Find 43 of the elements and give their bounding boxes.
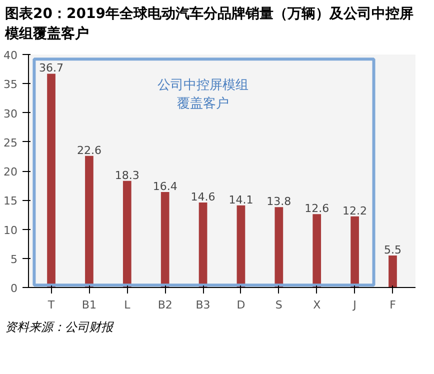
- x-tick-label: F: [390, 298, 396, 312]
- x-tick-label: T: [46, 298, 55, 312]
- x-tick-label: D: [236, 298, 246, 312]
- x-tick-label: B3: [196, 298, 210, 312]
- bar: [236, 206, 246, 288]
- annotation: 公司中控屏模组: [158, 78, 249, 93]
- y-tick-label: 15: [4, 194, 18, 208]
- data-label: 12.2: [342, 204, 368, 218]
- bar: [122, 181, 132, 288]
- bar: [350, 216, 359, 288]
- bar: [198, 202, 208, 288]
- data-label: 13.8: [266, 195, 292, 208]
- chart-title: 图表20：2019年全球电动汽车分品牌销量（万辆）及公司中控屏模组覆盖客户: [5, 5, 414, 44]
- x-tick-label: B1: [82, 298, 96, 312]
- data-label: 12.6: [304, 202, 330, 216]
- y-tick-label: 30: [4, 107, 18, 120]
- x-tick-label: X: [313, 298, 322, 312]
- y-tick-label: 25: [4, 136, 18, 150]
- bar: [85, 156, 94, 288]
- x-tick-label: S: [275, 298, 282, 312]
- data-label: 16.4: [152, 180, 178, 194]
- data-label: 22.6: [76, 144, 102, 158]
- y-tick-label: 5: [10, 253, 18, 266]
- x-tick-label: B2: [158, 298, 172, 312]
- x-tick-label: L: [124, 298, 132, 312]
- data-label: 18.3: [114, 169, 140, 182]
- data-label: 14.6: [190, 190, 216, 204]
- bar: [312, 214, 322, 288]
- bar: [274, 207, 284, 288]
- y-tick-label: 10: [4, 224, 18, 237]
- y-tick-label: 35: [4, 78, 18, 92]
- bar: [160, 192, 170, 288]
- x-tick-label: J: [352, 298, 356, 312]
- bar: [47, 74, 56, 288]
- data-label: 36.7: [39, 62, 64, 75]
- annotation: 覆盖客户: [177, 96, 230, 112]
- bar: [388, 256, 397, 288]
- data-label: 5.5: [384, 244, 402, 257]
- y-tick-label: 0: [10, 282, 18, 296]
- text: 资料来源：公司财报: [5, 319, 113, 336]
- y-tick-label: 20: [4, 166, 18, 179]
- data-label: 14.1: [228, 194, 254, 207]
- y-tick-label: 40: [4, 49, 18, 62]
